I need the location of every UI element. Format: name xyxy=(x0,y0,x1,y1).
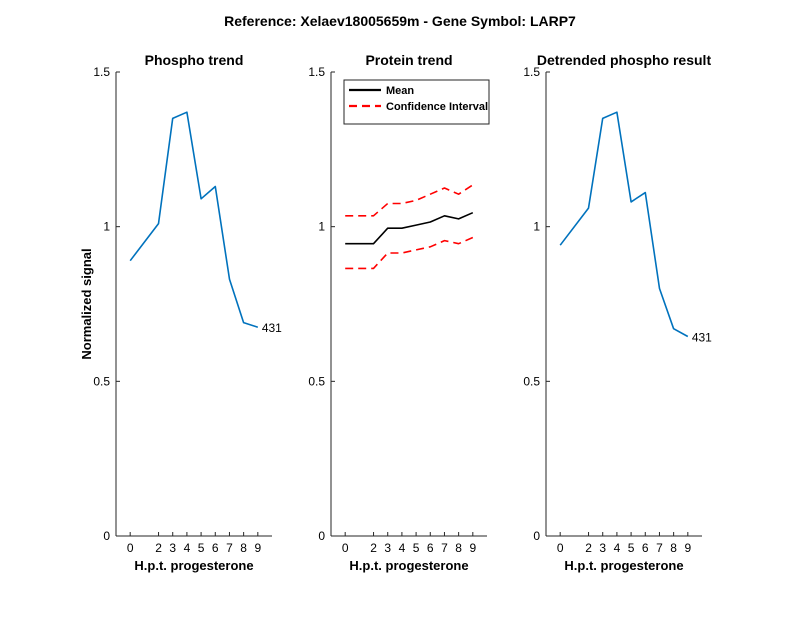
series-line-1 xyxy=(129,111,259,328)
x-tick-label: 8 xyxy=(670,541,677,555)
x-tick-label: 9 xyxy=(469,541,476,555)
y-tick-label: 1.5 xyxy=(93,65,110,79)
panel-title: Phospho trend xyxy=(145,52,244,68)
series-end-label: 431 xyxy=(262,321,282,335)
panel-title: Detrended phospho result xyxy=(537,52,712,68)
x-tick-label: 9 xyxy=(684,541,691,555)
series-line-3 xyxy=(345,236,474,270)
y-tick-label: 1.5 xyxy=(308,65,325,79)
y-tick-label: 1 xyxy=(103,220,110,234)
x-tick-label: 5 xyxy=(628,541,635,555)
x-tick-label: 8 xyxy=(455,541,462,555)
panel-title: Protein trend xyxy=(365,52,452,68)
x-tick-label: 5 xyxy=(413,541,420,555)
x-tick-label: 3 xyxy=(169,541,176,555)
x-axis-label: H.p.t. progesterone xyxy=(134,558,253,573)
series-line-1 xyxy=(345,211,474,245)
x-tick-label: 6 xyxy=(642,541,649,555)
y-tick-label: 0 xyxy=(318,529,325,543)
legend-label: Confidence Interval xyxy=(386,101,488,113)
x-tick-label: 0 xyxy=(557,541,564,555)
x-tick-label: 3 xyxy=(384,541,391,555)
x-tick-label: 2 xyxy=(585,541,592,555)
legend-label: Mean xyxy=(386,85,414,97)
series-line-1 xyxy=(559,111,689,338)
chart-panel-3: 0 0.5 1 1.5 0 2 3 4 5 6 7 8 9 Detrended phospho resul… xyxy=(523,52,712,573)
legend-box xyxy=(343,79,490,125)
x-axis-label: H.p.t. progesterone xyxy=(349,558,468,573)
x-tick-label: 3 xyxy=(599,541,606,555)
x-tick-label: 7 xyxy=(441,541,448,555)
x-tick-label: 6 xyxy=(427,541,434,555)
chart-panel-2: 0 0.5 1 1.5 0 2 3 4 5 6 7 8 9 Protein trend H.p.t. pro… xyxy=(308,52,490,573)
y-tick-label: 1.5 xyxy=(523,65,540,79)
x-tick-label: 0 xyxy=(127,541,134,555)
series-line-2 xyxy=(345,184,474,217)
series-end-label: 431 xyxy=(692,330,712,344)
y-tick-label: 1 xyxy=(318,220,325,234)
x-tick-label: 9 xyxy=(254,541,261,555)
x-tick-label: 7 xyxy=(656,541,663,555)
y-tick-label: 1 xyxy=(533,220,540,234)
y-tick-label: 0.5 xyxy=(523,374,540,388)
x-tick-label: 2 xyxy=(370,541,377,555)
chart-panel-1: 0 0.5 1 1.5 0 2 3 4 5 6 7 8 9 Phospho trend H.p.t. pro… xyxy=(79,52,282,573)
x-tick-label: 4 xyxy=(399,541,406,555)
y-tick-label: 0.5 xyxy=(308,374,325,388)
x-tick-label: 7 xyxy=(226,541,233,555)
y-tick-label: 0.5 xyxy=(93,374,110,388)
x-axis-label: H.p.t. progesterone xyxy=(564,558,683,573)
y-axis-label: Normalized signal xyxy=(79,248,94,359)
figure-title: Reference: Xelaev18005659m - Gene Symbol… xyxy=(224,13,576,29)
legend: Mean Confidence Interval xyxy=(343,79,490,125)
x-tick-label: 5 xyxy=(198,541,205,555)
x-tick-label: 4 xyxy=(614,541,621,555)
x-tick-label: 2 xyxy=(155,541,162,555)
y-tick-label: 0 xyxy=(103,529,110,543)
x-tick-label: 8 xyxy=(240,541,247,555)
x-tick-label: 4 xyxy=(184,541,191,555)
x-tick-label: 0 xyxy=(342,541,349,555)
x-tick-label: 6 xyxy=(212,541,219,555)
y-tick-label: 0 xyxy=(533,529,540,543)
